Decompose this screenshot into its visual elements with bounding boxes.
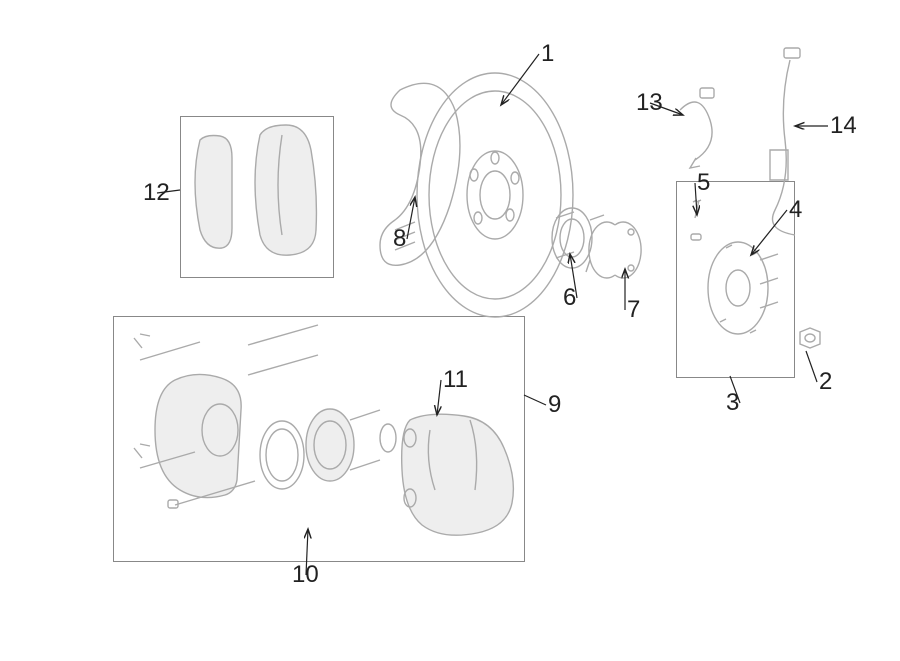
callout-9: 9: [548, 391, 561, 419]
group-box-pads: [180, 116, 334, 278]
part-axle-nut: [800, 328, 820, 348]
callout-8: 8: [393, 225, 406, 253]
part-snap-ring: [589, 222, 641, 278]
callout-7: 7: [627, 296, 640, 324]
part-splash-shield: [380, 83, 460, 265]
callout-5: 5: [697, 169, 710, 197]
leader-9: [524, 395, 546, 405]
leader-2: [806, 351, 817, 382]
callout-10: 10: [292, 561, 319, 589]
callout-1: 1: [541, 40, 554, 68]
callout-12: 12: [143, 179, 170, 207]
part-bearing: [552, 208, 604, 272]
diagram-stage: { "diagram": { "type": "exploded-parts-d…: [0, 0, 900, 661]
leader-8: [407, 197, 415, 239]
callout-4: 4: [789, 196, 802, 224]
callout-11: 11: [443, 366, 468, 394]
callout-3: 3: [726, 389, 739, 417]
group-box-caliper: [113, 316, 525, 562]
part-brake-hose: [680, 88, 714, 168]
callout-6: 6: [563, 284, 576, 312]
callout-14: 14: [830, 112, 857, 140]
callout-2: 2: [819, 368, 832, 396]
callout-13: 13: [636, 89, 663, 117]
leader-1: [501, 54, 539, 105]
part-rotor: [417, 73, 573, 317]
group-box-hub: [676, 181, 795, 378]
